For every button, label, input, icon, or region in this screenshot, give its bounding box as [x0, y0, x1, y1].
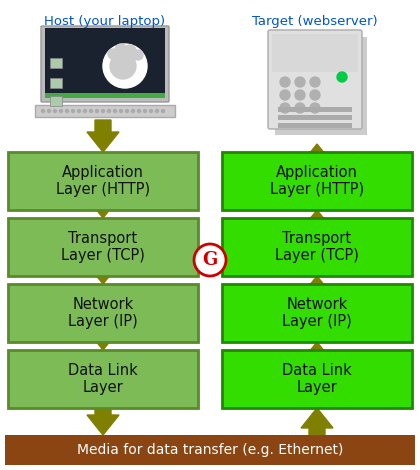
Text: Host (your laptop): Host (your laptop) [45, 16, 165, 29]
Bar [5, 435, 415, 465]
Bar [275, 37, 367, 135]
Circle shape [295, 103, 305, 113]
Bar [278, 123, 352, 128]
Bar [50, 78, 62, 88]
Bar [50, 96, 62, 106]
Text: Transport
Layer (TCP): Transport Layer (TCP) [61, 231, 145, 263]
Circle shape [78, 110, 81, 112]
Bar [8, 284, 198, 342]
FancyArrow shape [301, 144, 333, 164]
Circle shape [295, 90, 305, 100]
Text: Data Link
Layer: Data Link Layer [68, 363, 138, 395]
Bar [272, 34, 358, 72]
Bar [45, 93, 165, 98]
FancyBboxPatch shape [45, 28, 165, 98]
Text: Transport
Layer (TCP): Transport Layer (TCP) [275, 231, 359, 263]
Circle shape [108, 49, 118, 59]
FancyArrow shape [301, 276, 333, 296]
Circle shape [108, 110, 110, 112]
Circle shape [280, 90, 290, 100]
Bar [50, 58, 62, 68]
Bar [35, 105, 175, 117]
Text: Network
Layer (IP): Network Layer (IP) [282, 297, 352, 329]
Circle shape [53, 110, 57, 112]
Text: Network
Layer (IP): Network Layer (IP) [68, 297, 138, 329]
FancyArrow shape [87, 408, 119, 435]
Text: Data Link
Layer: Data Link Layer [282, 363, 352, 395]
FancyArrow shape [87, 120, 119, 152]
FancyArrow shape [301, 210, 333, 230]
Circle shape [155, 110, 158, 112]
Circle shape [60, 110, 63, 112]
FancyArrow shape [87, 330, 119, 350]
Circle shape [71, 110, 74, 112]
Text: Application
Layer (HTTP): Application Layer (HTTP) [270, 165, 364, 197]
FancyBboxPatch shape [41, 26, 169, 102]
Bar [8, 152, 198, 210]
Circle shape [115, 44, 127, 56]
Bar [8, 218, 198, 276]
Circle shape [144, 110, 147, 112]
Circle shape [295, 77, 305, 87]
Bar [222, 284, 412, 342]
Bar [222, 350, 412, 408]
Bar [278, 115, 352, 120]
FancyArrow shape [87, 264, 119, 284]
Circle shape [95, 110, 99, 112]
FancyBboxPatch shape [268, 30, 362, 129]
Circle shape [84, 110, 87, 112]
FancyArrow shape [301, 342, 333, 362]
Circle shape [310, 103, 320, 113]
Circle shape [103, 44, 147, 88]
Circle shape [280, 103, 290, 113]
Text: Media for data transfer (e.g. Ethernet): Media for data transfer (e.g. Ethernet) [77, 443, 343, 457]
Bar [222, 218, 412, 276]
Circle shape [102, 110, 105, 112]
Text: G: G [202, 251, 218, 269]
Circle shape [124, 45, 136, 57]
Circle shape [42, 110, 45, 112]
Circle shape [66, 110, 68, 112]
Circle shape [47, 110, 50, 112]
Circle shape [113, 110, 116, 112]
Text: Target (webserver): Target (webserver) [252, 16, 378, 29]
Circle shape [126, 110, 129, 112]
Circle shape [337, 72, 347, 82]
FancyArrow shape [87, 198, 119, 218]
Circle shape [133, 50, 143, 60]
Text: Application
Layer (HTTP): Application Layer (HTTP) [56, 165, 150, 197]
Bar [8, 350, 198, 408]
Circle shape [194, 244, 226, 276]
Circle shape [162, 110, 165, 112]
Circle shape [150, 110, 152, 112]
Circle shape [137, 110, 141, 112]
Circle shape [310, 77, 320, 87]
Circle shape [280, 77, 290, 87]
Circle shape [120, 110, 123, 112]
Bar [222, 152, 412, 210]
FancyArrow shape [301, 408, 333, 435]
Circle shape [89, 110, 92, 112]
Circle shape [131, 110, 134, 112]
Circle shape [310, 90, 320, 100]
Bar [278, 107, 352, 112]
Circle shape [110, 53, 136, 79]
